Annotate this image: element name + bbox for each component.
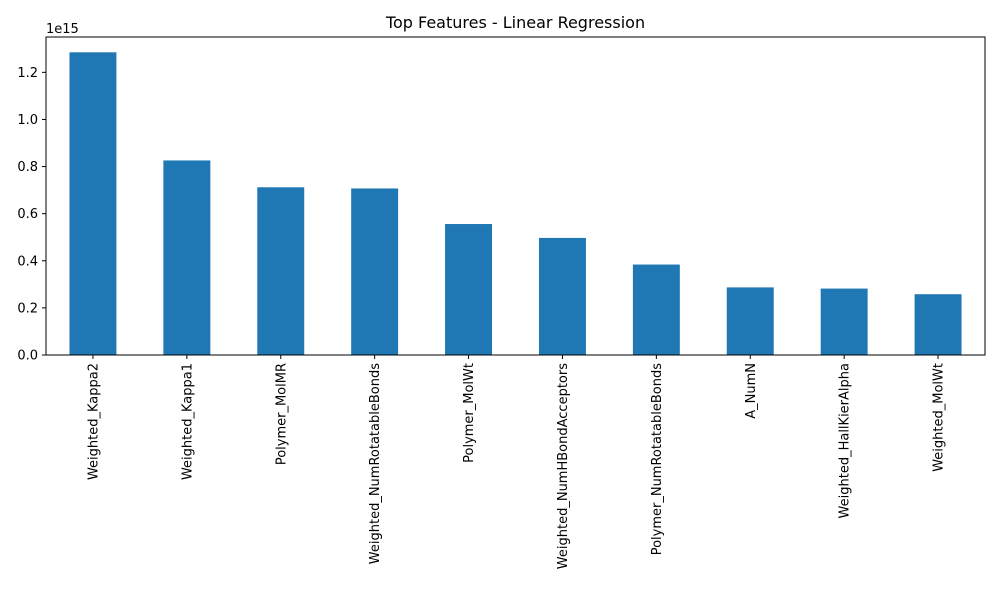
- axes-layer: [45, 36, 986, 356]
- y-tick-label: 0.6: [17, 207, 38, 222]
- y-tick-label: 1.0: [17, 113, 38, 128]
- bar-Weighted_Kappa2: [69, 52, 117, 356]
- bar-Polymer_MolWt: [445, 224, 493, 355]
- x-tick-label: Weighted_MolWt: [932, 363, 947, 472]
- x-tick-label: Weighted_Kappa2: [86, 363, 101, 480]
- bar-Weighted_HallKierAlpha: [820, 288, 868, 355]
- bar-Weighted_Kappa1: [163, 160, 211, 355]
- y-tick-label: 0.0: [17, 349, 38, 364]
- bar-A_NumN: [726, 287, 774, 355]
- x-tick-label: A_NumN: [744, 363, 759, 419]
- bars-layer: [69, 52, 962, 356]
- x-tick-label: Polymer_MolWt: [462, 363, 477, 463]
- x-axis-ticks: Weighted_Kappa2 Weighted_Kappa1 Polymer_Mo…: [86, 355, 947, 569]
- bar-Weighted_NumRotatableBonds: [351, 188, 399, 355]
- y-axis-ticks: 0.0 0.2 0.4 0.6 0.8 1.0 1.2: [17, 66, 46, 364]
- x-tick-label: Weighted_NumHBondAcceptors: [556, 363, 571, 569]
- bar-Weighted_NumHBondAcceptors: [538, 237, 586, 355]
- bar-Polymer_MolMR: [257, 187, 305, 355]
- y-tick-label: 0.4: [17, 254, 38, 269]
- x-tick-label: Polymer_NumRotatableBonds: [650, 363, 665, 556]
- x-tick-label: Weighted_Kappa1: [180, 363, 195, 480]
- plot-frame: [45, 36, 986, 356]
- y-tick-label: 0.2: [17, 301, 38, 316]
- bar-Weighted_MolWt: [914, 294, 962, 355]
- x-tick-label: Weighted_HallKierAlpha: [838, 363, 853, 518]
- bar-Polymer_NumRotatableBonds: [632, 264, 680, 355]
- chart-title: Top Features - Linear Regression: [385, 13, 645, 32]
- x-tick-label: Weighted_NumRotatableBonds: [368, 363, 383, 564]
- y-axis-offset-label: 1e15: [46, 22, 79, 37]
- y-tick-label: 1.2: [17, 66, 38, 81]
- x-tick-label: Polymer_MolMR: [274, 363, 289, 465]
- y-tick-label: 0.8: [17, 160, 38, 175]
